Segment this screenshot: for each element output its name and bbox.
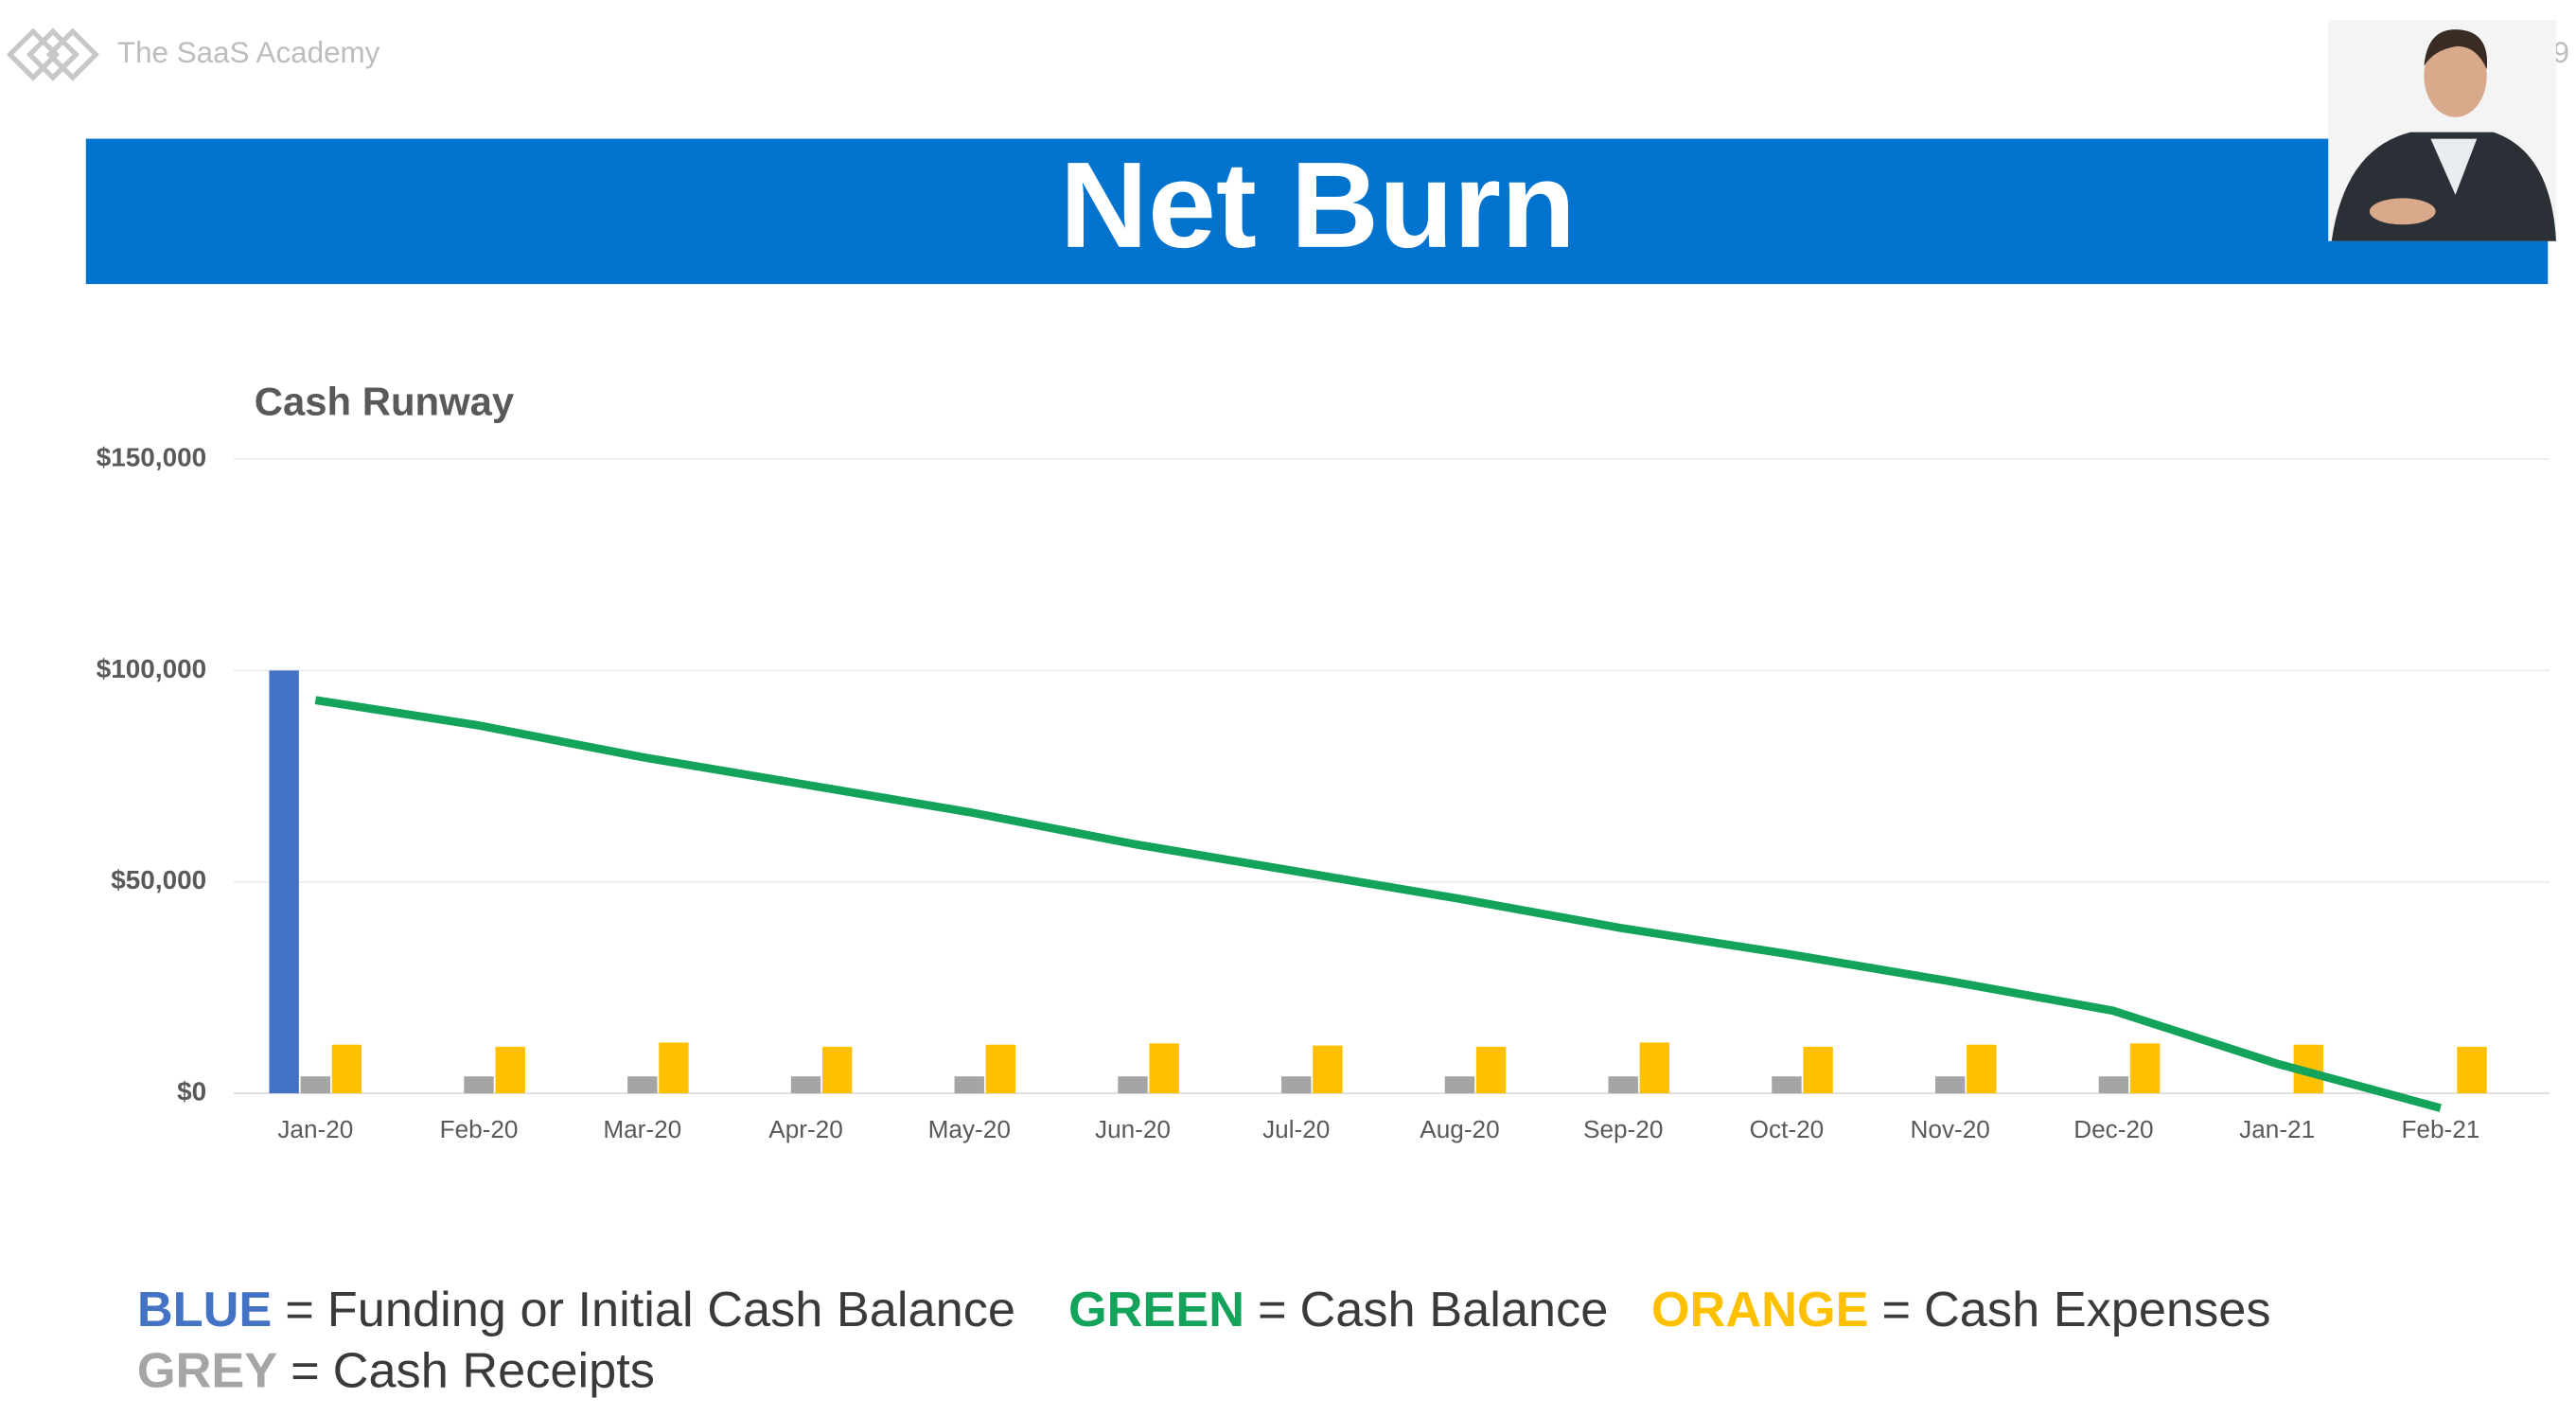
bar <box>1313 1045 1343 1094</box>
key-color-word: GREY <box>137 1344 277 1399</box>
bar <box>464 1076 494 1094</box>
y-tick-label: $100,000 <box>97 654 206 683</box>
x-tick-label: Jul-20 <box>1262 1115 1330 1143</box>
bar <box>1639 1042 1670 1094</box>
bar <box>821 1046 853 1094</box>
bar <box>2457 1046 2487 1094</box>
bar <box>1608 1076 1638 1094</box>
x-tick-label: Oct-20 <box>1750 1115 1825 1143</box>
bar <box>1281 1076 1312 1094</box>
key-separator: = <box>1882 1283 1912 1337</box>
bar <box>627 1076 658 1094</box>
x-tick-label: Jan-21 <box>2239 1115 2315 1143</box>
bar <box>1772 1076 1802 1094</box>
bar <box>985 1044 1016 1094</box>
logo <box>6 27 99 81</box>
key-entry: GREEN = Cash Balance <box>1068 1283 1608 1337</box>
y-tick-label: $150,000 <box>97 442 206 471</box>
bar <box>1444 1076 1475 1094</box>
color-key: BLUE = Funding or Initial Cash Balance GREE… <box>137 1283 2271 1399</box>
cash-balance-line <box>314 696 2443 1112</box>
key-separator: = <box>291 1344 320 1399</box>
x-tick-label: Feb-20 <box>440 1115 519 1143</box>
x-tick-label: Sep-20 <box>1583 1115 1663 1143</box>
bar <box>1118 1076 1148 1094</box>
key-name: Cash Expenses <box>1924 1283 2271 1337</box>
x-tick-label: Feb-21 <box>2401 1115 2479 1143</box>
key-color-word: ORANGE <box>1651 1283 1869 1337</box>
bar <box>269 670 299 1094</box>
page-number: 9 <box>2553 36 2569 69</box>
x-tick-label: Jan-20 <box>277 1115 353 1143</box>
key-color-word: GREEN <box>1068 1283 1244 1337</box>
slide-title: Net Burn <box>1060 137 1576 274</box>
bar <box>2098 1076 2129 1094</box>
bar <box>2129 1043 2161 1094</box>
bar <box>300 1076 331 1094</box>
bar <box>331 1044 362 1094</box>
title-banner <box>85 138 2549 285</box>
x-tick-label: Apr-20 <box>768 1115 843 1143</box>
key-color-word: BLUE <box>137 1283 272 1337</box>
bar <box>1803 1046 1833 1094</box>
key-entry: GREY = Cash Receipts <box>137 1344 655 1399</box>
bar <box>1149 1043 1179 1094</box>
y-tick-label: $0 <box>177 1076 206 1106</box>
bar <box>954 1076 984 1094</box>
key-entry: BLUE = Funding or Initial Cash Balance <box>137 1283 1015 1337</box>
brand: The SaaS Academy <box>117 36 380 69</box>
bar <box>495 1046 525 1094</box>
plot: $0 $50,000 $100,000 $150,000 Jan-20 Feb-20 Mar… <box>97 442 2550 1143</box>
bar <box>1967 1044 1997 1094</box>
x-tick-label: Nov-20 <box>1911 1115 1990 1143</box>
key-entry: ORANGE = Cash Expenses <box>1651 1283 2271 1337</box>
key-name: Cash Balance <box>1300 1283 1609 1337</box>
x-tick-label: Dec-20 <box>2073 1115 2153 1143</box>
bar <box>790 1076 821 1094</box>
bar <box>1934 1076 1966 1094</box>
bar <box>1475 1046 1507 1094</box>
key-name: Funding or Initial Cash Balance <box>327 1283 1015 1337</box>
chart-title: Cash Runway <box>255 380 515 424</box>
x-tick-label: Aug-20 <box>1420 1115 1499 1143</box>
x-tick-label: Jun-20 <box>1095 1115 1171 1143</box>
key-separator: = <box>285 1283 314 1337</box>
presenter-video <box>2328 19 2557 241</box>
bar <box>659 1042 689 1094</box>
y-tick-label: $50,000 <box>111 865 206 894</box>
key-name: Cash Receipts <box>333 1344 655 1399</box>
key-separator: = <box>1258 1283 1287 1337</box>
x-tick-label: Mar-20 <box>603 1115 681 1143</box>
x-tick-label: May-20 <box>928 1115 1011 1143</box>
